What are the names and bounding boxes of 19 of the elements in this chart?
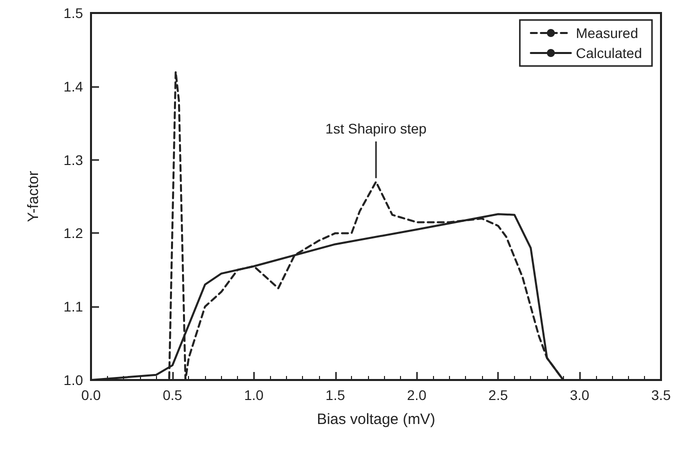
y-tick-label: 1.4 (64, 78, 84, 94)
x-tick-label: 3.5 (651, 387, 671, 403)
x-tick-label: 1.5 (326, 387, 346, 403)
y-tick-label: 1.5 (64, 5, 84, 21)
legend-label: Measured (576, 25, 638, 41)
legend-label: Calculated (576, 45, 642, 61)
x-tick-label: 0.0 (81, 387, 101, 403)
x-tick-label: 1.0 (244, 387, 264, 403)
x-tick-label: 2.0 (406, 387, 427, 403)
y-tick-label: 1.0 (64, 372, 84, 388)
y-tick-label: 1.1 (64, 298, 84, 315)
x-tick-label: 0.5 (162, 387, 182, 403)
y-axis-title: Y-factor (25, 170, 42, 222)
x-axis-title: Bias voltage (mV) (316, 411, 436, 428)
y-tick-label: 1.3 (64, 152, 84, 168)
y-tick-label: 1.2 (64, 225, 84, 242)
annotation: 1st Shapiro step (325, 120, 427, 136)
x-tick-label: 3.0 (570, 387, 590, 403)
x-tick-label: 2.5 (488, 387, 508, 403)
